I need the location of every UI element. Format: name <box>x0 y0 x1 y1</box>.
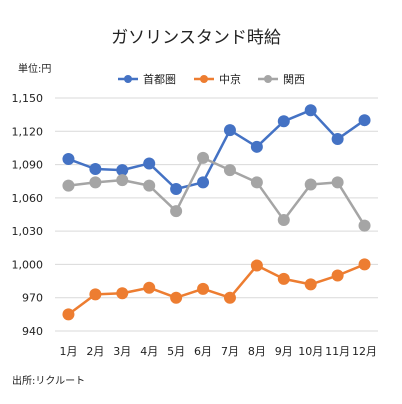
series-group <box>62 104 371 321</box>
data-point <box>62 308 75 321</box>
series-line <box>68 108 366 191</box>
data-point <box>223 124 236 137</box>
data-point <box>89 176 102 189</box>
data-point <box>358 114 371 127</box>
data-point <box>331 133 344 146</box>
data-point <box>304 278 317 291</box>
series-1 <box>62 104 371 195</box>
data-point <box>170 291 183 304</box>
legend: 首都圏 中京 関西 <box>118 72 305 86</box>
x-tick-label: 11月 <box>325 345 350 358</box>
x-tick-label: 10月 <box>298 345 323 358</box>
data-point <box>304 104 317 117</box>
data-point <box>250 259 263 272</box>
legend-label: 首都圏 <box>143 72 176 86</box>
y-tick-label: 1,030 <box>12 225 44 238</box>
data-point <box>116 174 129 187</box>
data-point <box>277 115 290 128</box>
y-tick-label: 1,150 <box>12 92 44 105</box>
data-point <box>331 176 344 189</box>
data-point <box>223 291 236 304</box>
y-axis: 940 970 1,000 1,030 1,060 1,090 1,120 1,150 <box>12 92 44 338</box>
data-point <box>277 272 290 285</box>
data-point <box>62 179 75 192</box>
x-axis: 1月 2月 3月 4月 5月 6月 7月 8月 9月 10月 11月 12月 <box>59 345 377 358</box>
gridlines <box>55 97 378 332</box>
data-point <box>197 176 210 189</box>
series-line <box>67 263 366 316</box>
data-point <box>250 140 263 153</box>
y-tick-label: 1,120 <box>12 125 44 138</box>
data-point <box>89 163 102 176</box>
data-point <box>170 205 183 218</box>
source-note: 出所:リクルート <box>12 374 85 387</box>
x-tick-label: 4月 <box>140 345 158 358</box>
chart-title: ガソリンスタンド時給 <box>111 28 281 48</box>
data-point <box>197 282 210 295</box>
unit-label: 単位:円 <box>18 62 51 75</box>
x-tick-label: 1月 <box>59 345 77 358</box>
data-point <box>358 258 371 271</box>
x-tick-label: 8月 <box>248 345 266 358</box>
data-point <box>170 182 183 195</box>
data-point <box>143 179 156 192</box>
legend-label: 関西 <box>283 73 305 86</box>
data-point <box>250 176 263 189</box>
data-point <box>62 153 75 166</box>
series-line <box>68 156 366 227</box>
series-2 <box>62 258 371 321</box>
x-tick-label: 7月 <box>221 345 239 358</box>
x-tick-label: 9月 <box>275 345 293 358</box>
x-tick-label: 2月 <box>86 345 104 358</box>
data-point <box>143 281 156 294</box>
x-tick-label: 5月 <box>167 345 185 358</box>
legend-label: 中京 <box>219 72 241 86</box>
series-3 <box>62 151 371 232</box>
data-point <box>89 288 102 301</box>
y-tick-label: 940 <box>22 325 43 338</box>
data-point <box>116 287 129 300</box>
y-tick-label: 1,090 <box>12 159 44 172</box>
x-tick-label: 6月 <box>194 345 212 358</box>
x-tick-label: 3月 <box>113 345 131 358</box>
legend-swatch-marker <box>124 75 132 83</box>
y-tick-label: 1,000 <box>12 258 44 271</box>
y-tick-label: 1,060 <box>12 192 44 205</box>
x-tick-label: 12月 <box>352 345 377 358</box>
data-point <box>358 219 371 232</box>
y-tick-label: 970 <box>22 292 43 305</box>
data-point <box>223 164 236 177</box>
data-point <box>143 157 156 170</box>
data-point <box>304 178 317 191</box>
legend-swatch-marker <box>264 75 272 83</box>
data-point <box>331 269 344 282</box>
data-point <box>277 214 290 227</box>
data-point <box>197 151 210 164</box>
legend-swatch-marker <box>200 75 208 83</box>
data-point <box>116 164 129 177</box>
